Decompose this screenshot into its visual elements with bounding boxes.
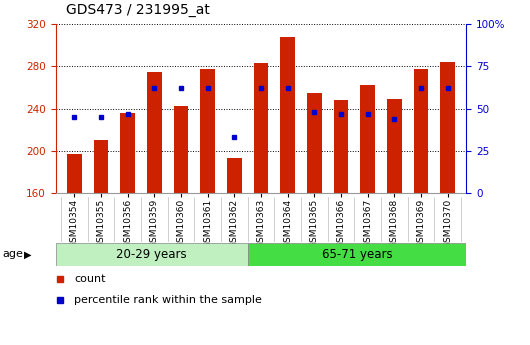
Text: 65-71 years: 65-71 years: [322, 248, 392, 261]
Text: percentile rank within the sample: percentile rank within the sample: [74, 295, 262, 305]
Bar: [387, 99, 402, 193]
Text: GSM10361: GSM10361: [203, 199, 212, 248]
Bar: [56, 243, 248, 266]
Text: count: count: [74, 275, 105, 284]
Bar: [120, 113, 135, 193]
Text: GSM10370: GSM10370: [443, 199, 452, 248]
Text: ▶: ▶: [24, 249, 31, 259]
Bar: [227, 158, 242, 193]
Bar: [360, 86, 375, 193]
Text: GDS473 / 231995_at: GDS473 / 231995_at: [66, 3, 210, 17]
Bar: [94, 140, 108, 193]
Text: GSM10369: GSM10369: [417, 199, 426, 248]
Bar: [254, 63, 268, 193]
Text: GSM10354: GSM10354: [70, 199, 79, 248]
Text: GSM10367: GSM10367: [363, 199, 372, 248]
Bar: [248, 243, 466, 266]
Text: GSM10364: GSM10364: [283, 199, 292, 248]
Bar: [147, 72, 162, 193]
Text: GSM10366: GSM10366: [337, 199, 346, 248]
Text: GSM10365: GSM10365: [310, 199, 319, 248]
Text: GSM10355: GSM10355: [96, 199, 105, 248]
Text: GSM10359: GSM10359: [150, 199, 159, 248]
Bar: [414, 69, 428, 193]
Bar: [200, 69, 215, 193]
Text: 20-29 years: 20-29 years: [117, 248, 187, 261]
Text: GSM10356: GSM10356: [123, 199, 132, 248]
Bar: [67, 154, 82, 193]
Text: GSM10368: GSM10368: [390, 199, 399, 248]
Bar: [307, 93, 322, 193]
Text: age: age: [3, 249, 23, 259]
Text: GSM10363: GSM10363: [257, 199, 266, 248]
Bar: [174, 106, 188, 193]
Bar: [280, 37, 295, 193]
Bar: [440, 62, 455, 193]
Bar: [334, 100, 348, 193]
Text: GSM10360: GSM10360: [176, 199, 186, 248]
Text: GSM10362: GSM10362: [230, 199, 239, 248]
